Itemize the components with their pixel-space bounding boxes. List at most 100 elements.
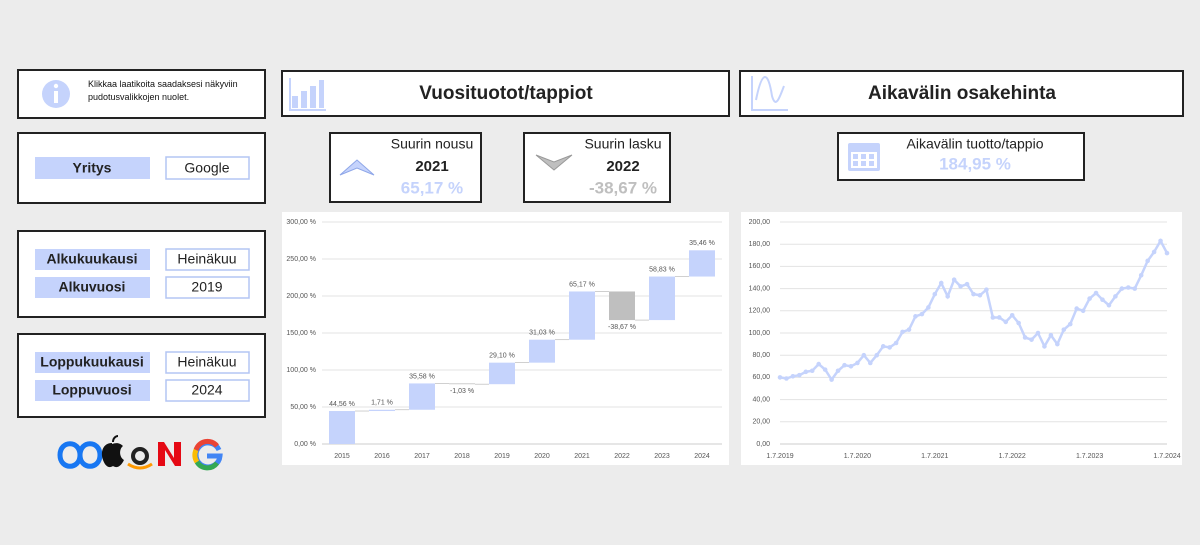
y-tick-label: 60,00: [752, 374, 770, 381]
company-select[interactable]: [165, 156, 250, 180]
point: [1093, 290, 1099, 296]
info-text-wrap: Klikkaa laatikoita saadaksesi näkyviin p…: [88, 79, 238, 102]
point: [1145, 258, 1150, 264]
end-year[interactable]: 2024: [191, 382, 222, 398]
point: [835, 368, 841, 374]
point: [990, 315, 996, 320]
kpi-label: Suurin lasku: [584, 136, 661, 152]
point: [977, 292, 983, 298]
value-label: 35,58 %: [409, 373, 435, 380]
x-tick-label: 2018: [454, 453, 470, 460]
value-label: 44,56 %: [329, 401, 355, 408]
value-label: 65,17 %: [569, 281, 595, 288]
google-logo-green: [194, 460, 220, 471]
label-bg: [35, 277, 150, 298]
kpi-value: 65,17 %: [401, 178, 463, 197]
bar: [689, 250, 715, 277]
info-icon-bar: [54, 91, 58, 103]
start-month-label: Alkukuukausi: [46, 251, 137, 267]
value-label: 1,71 %: [371, 400, 393, 407]
x-tick-label: 2020: [534, 453, 550, 460]
point: [997, 315, 1002, 320]
point: [938, 280, 944, 286]
down-icon: [535, 154, 573, 171]
kpi-box: [523, 132, 671, 203]
y-tick-label: 180,00: [749, 241, 771, 248]
point: [1009, 312, 1015, 318]
point: [984, 287, 989, 293]
point: [919, 311, 925, 317]
point: [1061, 327, 1067, 332]
point: [784, 376, 789, 381]
x-tick-label: 1.7.2023: [1076, 453, 1103, 460]
y-tick-label: 250,00 %: [286, 256, 316, 263]
amazon-smile: [127, 462, 153, 470]
kpi-value: 184,95 %: [939, 154, 1011, 173]
company-logos[interactable]: [57, 435, 223, 471]
point: [797, 372, 802, 378]
amazon-logo[interactable]: [131, 447, 149, 465]
point: [913, 314, 918, 319]
point: [809, 368, 815, 374]
x-tick-label: 2021: [574, 453, 590, 460]
apple-logo[interactable]: [101, 443, 124, 468]
point: [1151, 249, 1157, 255]
apple-leaf: [112, 435, 119, 443]
start-month[interactable]: Heinäkuu: [177, 251, 236, 267]
meta-logo[interactable]: [57, 441, 103, 469]
info-icon-dot: [53, 83, 59, 89]
y-tick-label: 0,00: [756, 441, 770, 448]
point: [880, 344, 886, 349]
point: [1074, 306, 1079, 311]
label-bg: [35, 380, 150, 401]
start-month-select[interactable]: [165, 248, 250, 271]
point: [1158, 238, 1163, 244]
header-title: Aikavälin osakehinta: [868, 83, 1056, 104]
waterfall-panel: [282, 212, 729, 465]
x-tick-label: 2022: [614, 453, 630, 460]
line-icon: [751, 76, 788, 111]
point: [932, 291, 938, 297]
point: [1003, 319, 1009, 325]
y-tick-label: 40,00: [752, 396, 770, 403]
point: [822, 367, 828, 372]
point: [1164, 250, 1170, 256]
y-tick-label: 160,00: [749, 263, 771, 270]
point: [971, 291, 976, 297]
company-value[interactable]: Google: [184, 160, 229, 176]
point: [1042, 344, 1047, 349]
netflix-logo[interactable]: [158, 442, 181, 466]
point: [816, 361, 821, 367]
y-tick-label: 300,00 %: [286, 219, 316, 226]
calendar-icon: [848, 143, 880, 171]
point: [1035, 330, 1041, 336]
start-year-label: Alkuvuosi: [59, 279, 126, 295]
point: [848, 364, 854, 369]
y-tick-label: 50,00 %: [290, 404, 316, 411]
point: [1067, 321, 1073, 327]
point: [1126, 285, 1131, 290]
x-tick-label: 2024: [694, 453, 710, 460]
point: [1080, 308, 1086, 314]
value-label: -1,03 %: [450, 388, 474, 395]
point: [777, 375, 783, 380]
start-year-select[interactable]: [165, 276, 250, 299]
point: [1016, 320, 1021, 326]
start-year[interactable]: 2019: [191, 279, 222, 295]
kpi-year: 2021: [415, 158, 448, 175]
bar-icon: [289, 78, 326, 111]
point: [1119, 286, 1125, 291]
point: [874, 352, 880, 358]
y-tick-label: 0,00 %: [294, 441, 316, 448]
value-label: 35,46 %: [689, 240, 715, 247]
end-year-select[interactable]: [165, 379, 250, 402]
y-tick-label: 120,00: [749, 308, 771, 315]
end-month[interactable]: Heinäkuu: [177, 354, 236, 370]
header-box: [739, 70, 1184, 117]
point: [861, 352, 867, 358]
header-title: Vuosituotot/tappiot: [419, 83, 593, 104]
bar: [369, 409, 395, 412]
bar: [449, 383, 475, 385]
end-month-select[interactable]: [165, 351, 250, 374]
google-logo-yellow: [192, 448, 200, 464]
